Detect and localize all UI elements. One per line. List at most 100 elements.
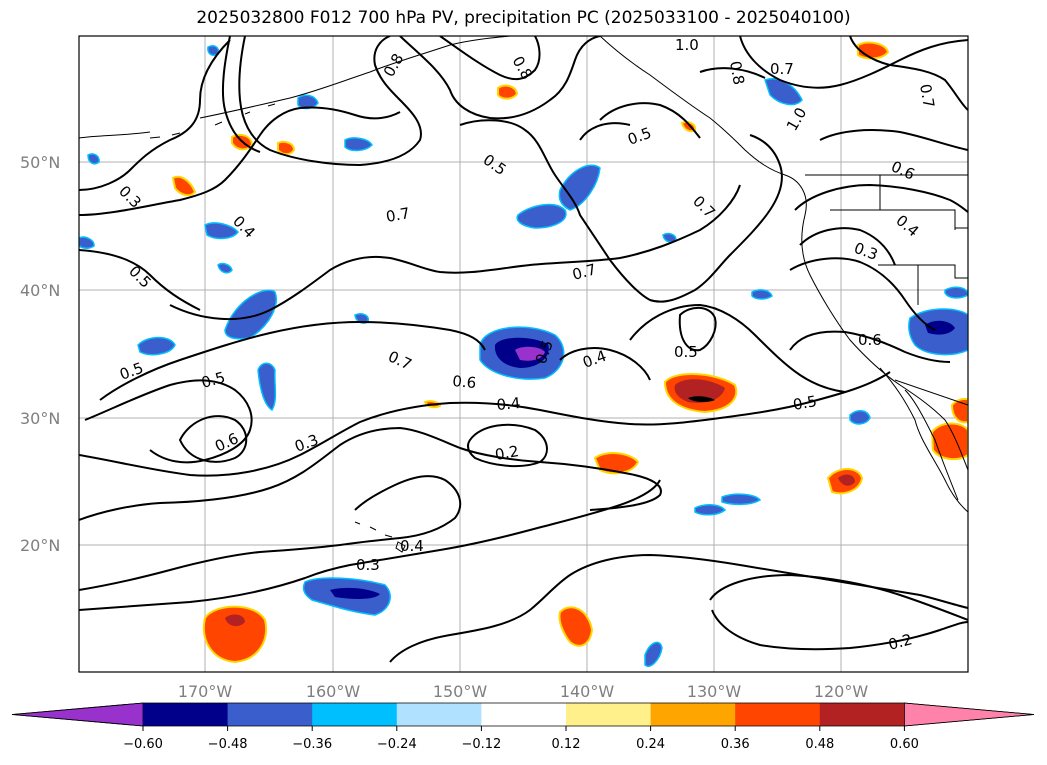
pv-contour <box>439 36 541 81</box>
precip-neg-area <box>721 493 762 506</box>
lon-label-140: 140°W <box>560 682 615 701</box>
contour-label: 0.6 <box>212 429 241 455</box>
contour-label: 0.7 <box>916 83 938 110</box>
state-border <box>879 175 956 230</box>
contour-label: 0.4 <box>400 537 424 555</box>
canada-coast <box>599 36 968 471</box>
pv-contour <box>789 257 936 331</box>
pv-contour <box>389 553 968 663</box>
precip-pos-area <box>225 614 245 627</box>
colorbar-extend-min <box>11 702 144 727</box>
pv-contour <box>178 415 248 463</box>
colorbar-segment <box>312 703 398 726</box>
contour-label: 0.6 <box>452 372 477 392</box>
colorbar-tick-label: 0.12 <box>552 737 581 752</box>
contour-label: 0.7 <box>570 260 598 284</box>
precip-neg-area <box>257 362 277 412</box>
contour-label: 0.7 <box>770 60 794 78</box>
lat-label-30: 30°N <box>20 409 60 428</box>
precip-pos-area <box>558 606 594 647</box>
colorbar-extend-max <box>904 702 1035 727</box>
contour-label: 0.2 <box>886 630 914 654</box>
contour-label: 1.0 <box>783 104 811 134</box>
contour-label: 0.8 <box>380 50 408 80</box>
precip-neg-area <box>224 289 277 340</box>
pv-contours <box>79 36 968 663</box>
pv-contour <box>849 36 968 111</box>
colorbar-segment <box>819 703 905 726</box>
precip-neg-area <box>764 78 803 106</box>
colorbar-tick-label: −0.12 <box>461 737 501 752</box>
contour-label: 0.8 <box>726 60 748 87</box>
precip-neg-area <box>87 153 100 165</box>
precip-pos-area <box>171 175 197 197</box>
contour-label: 0.5 <box>625 124 654 149</box>
colorbar-segment <box>227 703 313 726</box>
pv-contour <box>794 183 968 213</box>
pv-contour <box>221 36 261 153</box>
colorbar-segment <box>396 703 482 726</box>
pv-contour <box>399 36 601 120</box>
colorbar: −0.60 −0.48 −0.36 −0.24 −0.12 0.12 0.24 0.36 0.4… <box>11 702 1035 752</box>
pv-contour <box>678 306 717 352</box>
precip-neg-area <box>137 336 176 356</box>
us-mexico-border <box>894 379 968 406</box>
contour-label: 0.5 <box>674 343 698 361</box>
baja-coast <box>879 367 968 513</box>
contour-label: 0.3 <box>292 431 321 456</box>
hawaii-islands <box>354 521 406 553</box>
precipitation-anomaly-areas <box>79 41 968 667</box>
contour-label: 0.7 <box>385 347 414 373</box>
contour-label: 0.7 <box>385 204 412 226</box>
colorbar-tick-label: −0.24 <box>377 737 417 752</box>
precip-neg-area <box>944 286 968 299</box>
precip-pos-area <box>497 84 519 100</box>
lon-label-130: 130°W <box>687 682 742 701</box>
contour-label: 0.5 <box>792 392 819 414</box>
contour-label: 0.6 <box>858 331 882 349</box>
contour-label: 0.4 <box>580 347 609 372</box>
pv-contour <box>629 303 846 393</box>
gulf-of-california <box>904 389 959 501</box>
precip-pos-area <box>857 41 890 60</box>
colorbar-segment <box>650 703 736 726</box>
colorbar-tick-label: 0.48 <box>805 737 834 752</box>
pv-contour <box>459 119 783 303</box>
pv-contour <box>579 122 631 141</box>
colorbar-segment <box>481 703 567 726</box>
pv-contour <box>599 102 701 139</box>
precip-pos-area <box>593 452 640 475</box>
contour-label: 0.5 <box>199 368 227 392</box>
precip-neg-area <box>694 504 727 516</box>
pv-contour <box>709 573 968 621</box>
colorbar-tick-label: −0.48 <box>208 737 248 752</box>
precip-neg-area <box>849 410 871 425</box>
precip-neg-area <box>925 320 955 335</box>
lon-label-160: 160°W <box>306 682 361 701</box>
precip-neg-area <box>204 222 239 240</box>
colorbar-tick-label: 0.60 <box>890 737 919 752</box>
precip-neg-area <box>558 164 601 211</box>
pv-contour <box>711 609 968 651</box>
pv-contour <box>559 347 651 381</box>
contour-label: 0.4 <box>229 212 259 242</box>
precip-neg-area <box>644 641 663 667</box>
colorbar-tick-label: −0.36 <box>292 737 332 752</box>
pv-contour <box>79 249 201 311</box>
pv-contour <box>819 129 968 151</box>
map-frame <box>78 35 969 673</box>
precip-neg-area <box>344 137 373 152</box>
colorbar-segment <box>143 703 229 726</box>
colorbar-tick-label: 0.36 <box>721 737 750 752</box>
pv-contour <box>739 36 968 89</box>
lat-label-50: 50°N <box>20 153 60 172</box>
colorbar-segment <box>735 703 821 726</box>
precip-neg-area <box>516 203 567 229</box>
contour-label: 0.4 <box>496 394 521 414</box>
longitude-labels: 170°W 160°W 150°W 140°W 130°W 120°W <box>178 682 869 701</box>
precip-neg-area <box>217 262 233 274</box>
contour-label: 0.2 <box>494 442 521 464</box>
pv-contour <box>699 67 766 79</box>
contour-label: 0.6 <box>888 157 917 183</box>
